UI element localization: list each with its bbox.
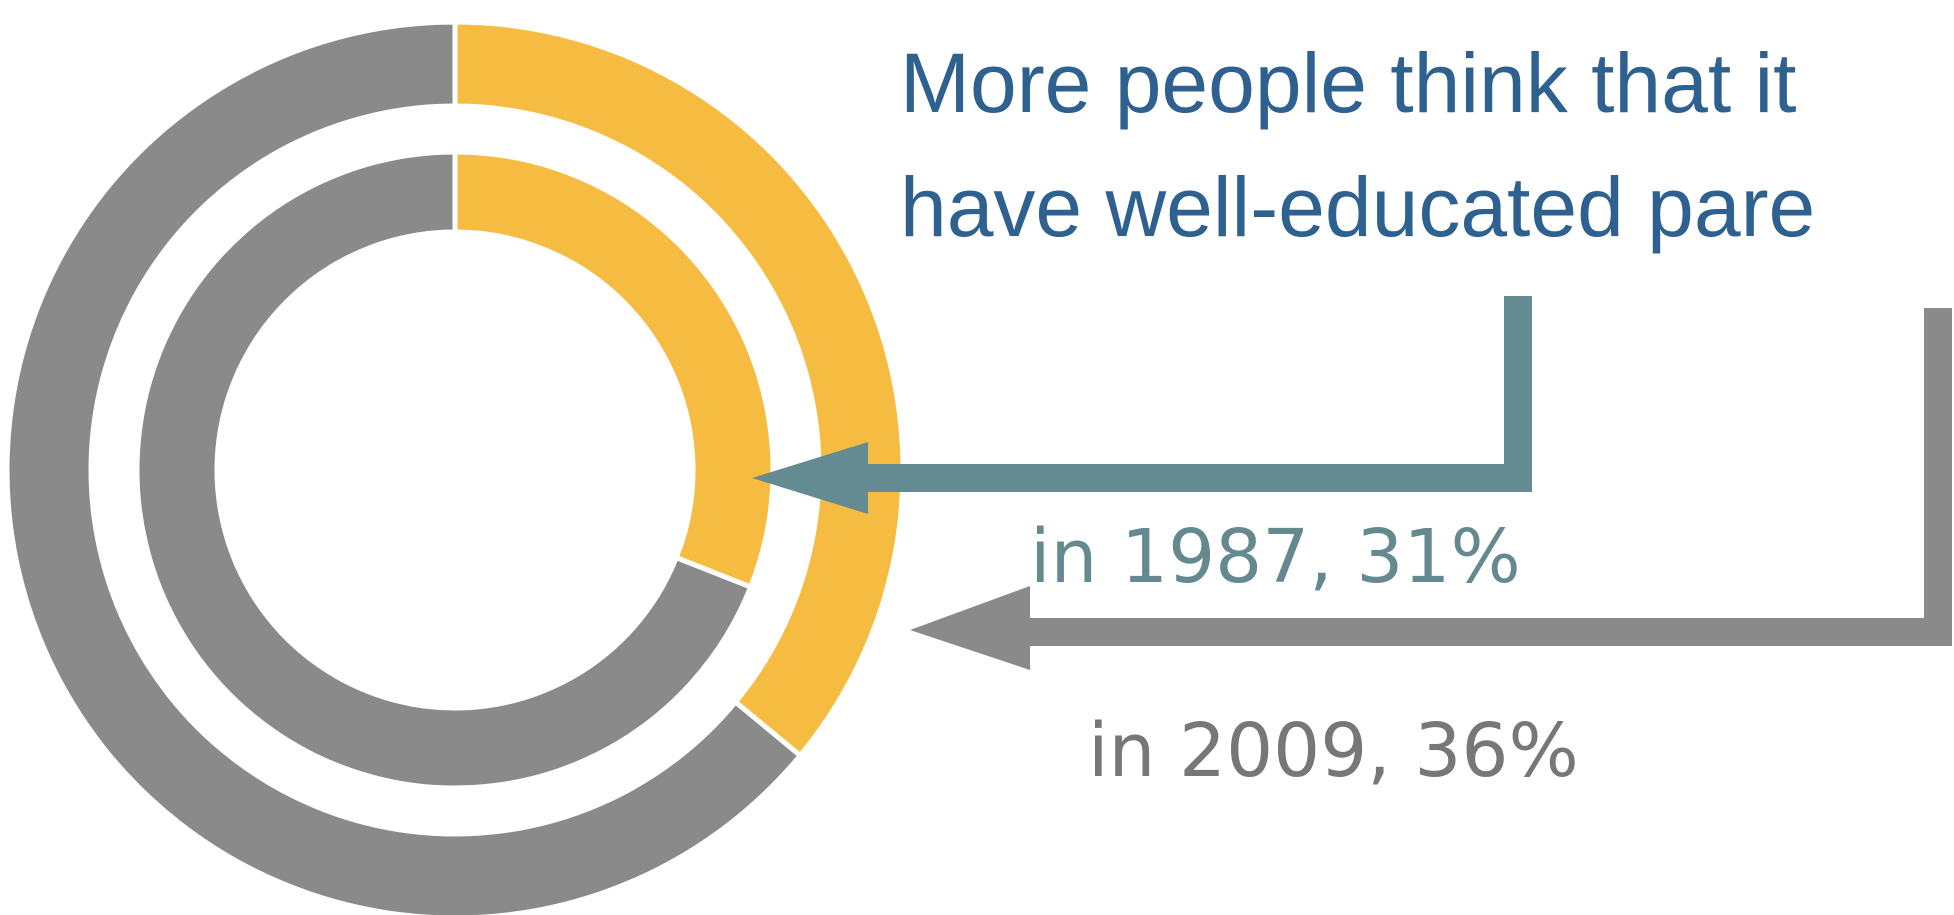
- arrow-1987-line: [850, 296, 1532, 492]
- slice-1987-share: [452, 149, 776, 591]
- label-1987: in 1987, 31%: [1030, 514, 1521, 600]
- arrow-1987: [752, 296, 1532, 514]
- label-2009: in 2009, 36%: [1088, 708, 1579, 794]
- slice-2009-share: [452, 19, 906, 760]
- chart-title-line-2: have well-educated pare: [900, 160, 1815, 254]
- outer-ring-2009: [4, 19, 906, 915]
- inner-ring-1987: [134, 149, 776, 791]
- chart-title-line-1: More people think that it: [900, 36, 1797, 130]
- arrow-1987-head: [752, 442, 868, 514]
- slice-1987-rest: [134, 149, 754, 791]
- arrow-2009-head: [910, 586, 1030, 670]
- arrow-2009: [910, 308, 1952, 670]
- arrow-2009-line: [1010, 308, 1952, 646]
- slice-2009-rest: [4, 19, 804, 915]
